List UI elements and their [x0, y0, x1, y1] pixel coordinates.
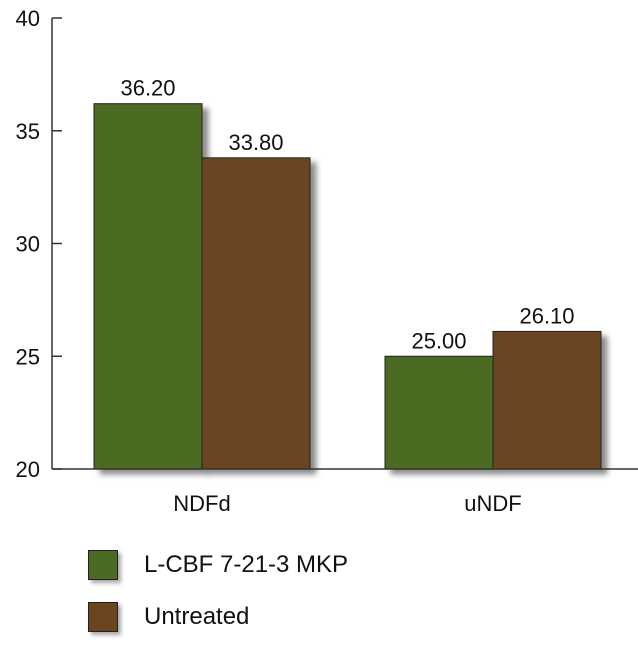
bar-undf-series-1 [384, 355, 494, 470]
legend-label-series-2: Untreated [144, 603, 250, 630]
legend: L-CBF 7-21-3 MKP Untreated [88, 548, 348, 652]
bar-ndfd-series-2 [201, 157, 311, 470]
legend-swatch-series-1 [88, 550, 118, 580]
legend-item-series-2: Untreated [88, 600, 348, 634]
bar-undf-series-2 [492, 330, 602, 470]
y-tick-label-40: 40 [16, 6, 40, 31]
data-label-ndfd-series-2: 33.80 [228, 130, 283, 155]
bar-chart: 20 25 30 35 40 36.20 33.80 NDFd 25.00 26.10 uNDF [16, 6, 638, 516]
y-tick-label-20: 20 [16, 457, 40, 482]
legend-item-series-1: L-CBF 7-21-3 MKP [88, 548, 348, 582]
bar-ndfd-series-1 [93, 103, 203, 470]
legend-label-series-1: L-CBF 7-21-3 MKP [144, 551, 349, 578]
y-tick-label-25: 25 [16, 344, 40, 369]
data-label-undf-series-1: 25.00 [411, 328, 466, 353]
y-tick-label-30: 30 [16, 232, 40, 257]
data-label-undf-series-2: 26.10 [519, 303, 574, 328]
x-category-label-undf: uNDF [464, 491, 521, 516]
legend-swatch-series-2 [88, 602, 118, 632]
data-label-ndfd-series-1: 36.20 [120, 76, 175, 101]
y-tick-label-35: 35 [16, 119, 40, 144]
x-category-label-ndfd: NDFd [173, 491, 230, 516]
